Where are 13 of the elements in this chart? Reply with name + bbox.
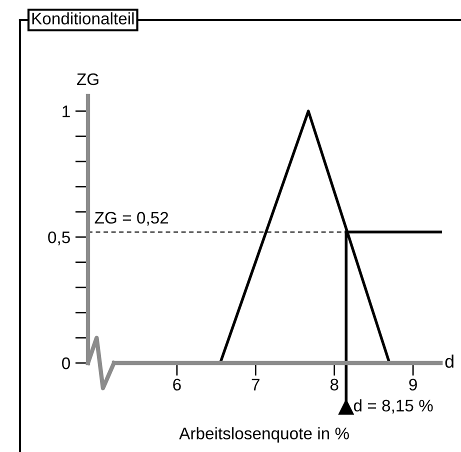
x-tick-label: 7 <box>252 378 260 390</box>
y-tick-label: 0,5 <box>48 231 70 246</box>
annotation: ZG = 0,52 <box>94 212 168 226</box>
ref-line-label: d = 8,15 % <box>354 399 433 414</box>
chart-title: Konditionalteil <box>32 12 134 24</box>
text: d <box>445 354 454 368</box>
y-tick-label: 0 <box>62 357 70 370</box>
y-axis-title: ZG <box>76 73 98 86</box>
y-tick-label: 1 <box>62 106 70 118</box>
x-axis-title: Arbeitslosenquote in % <box>179 427 349 443</box>
x-tick-label: 9 <box>409 378 417 391</box>
x-tick-label: 6 <box>173 378 181 391</box>
x-tick-label: 8 <box>330 378 338 391</box>
